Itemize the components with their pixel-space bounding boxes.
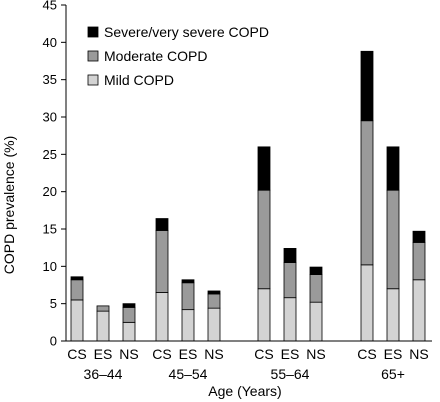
bar-segment-mild-copd	[155, 292, 169, 342]
y-tick-label: 20	[43, 184, 57, 199]
y-tick-label: 45	[43, 0, 57, 13]
legend-label: Moderate COPD	[104, 48, 207, 64]
x-axis-title: Age (Years)	[208, 383, 281, 399]
bar-segment-mild-copd	[283, 297, 297, 342]
bar-segment-severe-very-severe-copd	[207, 290, 221, 295]
bar-segment-severe-very-severe-copd	[122, 303, 136, 308]
y-tick-label: 10	[43, 259, 57, 274]
bar-segment-severe-very-severe-copd	[360, 50, 374, 122]
x-group-label: 55–64	[271, 366, 310, 382]
bar-segment-mild-copd	[207, 307, 221, 342]
y-tick-label: 30	[43, 110, 57, 125]
y-tick-label: 5	[50, 296, 57, 311]
bars-layer	[70, 50, 426, 342]
x-category-label: CS	[254, 346, 273, 362]
x-category-label: NS	[409, 346, 428, 362]
bar-segment-moderate-copd	[412, 242, 426, 281]
bar-segment-mild-copd	[96, 310, 110, 342]
bar-segment-moderate-copd	[155, 230, 169, 293]
bar-segment-mild-copd	[309, 301, 323, 342]
x-category-label: NS	[204, 346, 223, 362]
bar-segment-moderate-copd	[96, 305, 110, 312]
bar-segment-moderate-copd	[181, 282, 195, 311]
bar-segment-moderate-copd	[386, 189, 400, 290]
legend-swatch	[87, 26, 99, 38]
x-group-label: 45–54	[169, 366, 208, 382]
y-tick-label: 35	[43, 72, 57, 87]
bar-segment-mild-copd	[386, 288, 400, 342]
y-tick-label: 0	[50, 334, 57, 349]
bar-segment-severe-very-severe-copd	[181, 279, 195, 284]
bar-segment-mild-copd	[122, 321, 136, 342]
bar-segment-severe-very-severe-copd	[386, 146, 400, 191]
bar-segment-moderate-copd	[257, 189, 271, 290]
x-category-label: CS	[357, 346, 376, 362]
x-category-label: NS	[306, 346, 325, 362]
y-axis-title: COPD prevalence (%)	[1, 136, 17, 275]
bar-segment-mild-copd	[70, 299, 84, 342]
bar-segment-moderate-copd	[207, 293, 221, 309]
bar-segment-severe-very-severe-copd	[70, 276, 84, 281]
bar-segment-moderate-copd	[360, 120, 374, 266]
x-category-label: CS	[152, 346, 171, 362]
bar-segment-mild-copd	[412, 279, 426, 342]
x-category-label: ES	[281, 346, 300, 362]
bar-segment-moderate-copd	[309, 274, 323, 303]
bar-segment-mild-copd	[257, 288, 271, 342]
ticks-layer: 0 5 10 15 20 25 30 35 40 45	[43, 0, 66, 349]
x-category-label: ES	[94, 346, 113, 362]
legend-label: Severe/very severe COPD	[104, 24, 269, 40]
bar-segment-moderate-copd	[122, 306, 136, 323]
bar-segment-severe-very-severe-copd	[283, 248, 297, 263]
bar-segment-mild-copd	[181, 309, 195, 342]
x-group-label: 36–44	[84, 366, 123, 382]
bar-segment-severe-very-severe-copd	[257, 146, 271, 191]
axes-layer	[65, 5, 432, 342]
x-category-label: ES	[179, 346, 198, 362]
x-category-label: ES	[384, 346, 403, 362]
bar-segment-mild-copd	[360, 264, 374, 342]
y-tick-label: 15	[43, 222, 57, 237]
x-category-label: NS	[119, 346, 138, 362]
legend-swatch	[87, 50, 99, 62]
legend-swatch	[87, 74, 99, 86]
legend: Severe/very severe COPD Moderate COPD Mild…	[87, 24, 269, 88]
bar-segment-severe-very-severe-copd	[309, 266, 323, 275]
y-tick-label: 40	[43, 35, 57, 50]
bar-segment-severe-very-severe-copd	[155, 218, 169, 231]
bar-segment-moderate-copd	[283, 262, 297, 299]
bar-segment-severe-very-severe-copd	[412, 230, 426, 243]
x-category-label: CS	[67, 346, 86, 362]
legend-label: Mild COPD	[104, 72, 174, 88]
y-tick-label: 25	[43, 147, 57, 162]
bar-segment-moderate-copd	[70, 279, 84, 301]
x-group-label: 65+	[381, 366, 405, 382]
